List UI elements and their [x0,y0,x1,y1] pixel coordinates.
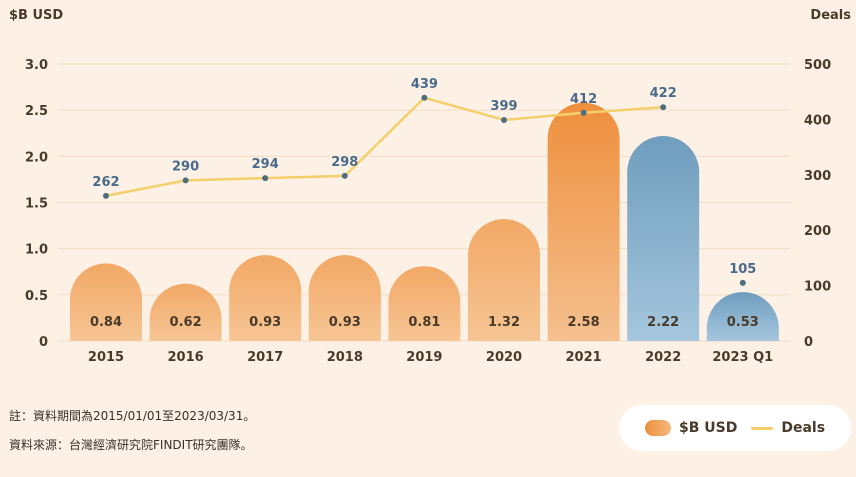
bar-2015 [70,263,142,341]
deals-point [262,175,269,182]
bar-2020 [468,219,540,341]
bar-2021 [547,102,620,341]
x-tick-label: 2023 Q1 [712,350,773,365]
chart-legend: $B USD Deals [619,405,851,451]
y-left-tick-label: 2.5 [25,104,48,119]
bar-2017 [229,255,302,341]
bar-2016 [149,283,222,341]
deals-point [739,279,746,286]
x-tick-label: 2020 [486,350,522,365]
deals-line [105,96,664,198]
bar-2019 [388,266,461,341]
y-right-tick-label: 0 [804,335,813,350]
deals-value-label: 294 [252,157,279,172]
bar-value-label: 0.62 [170,315,202,330]
deals-value-label: 439 [411,77,438,92]
deals-value-label: 105 [729,262,756,277]
y-left-tick-label: 3.0 [25,58,48,73]
y-right-tick-label: 300 [804,169,831,184]
deals-point [580,109,587,116]
bar-2022 [627,136,700,341]
y-right-tick-label: 100 [804,280,831,295]
x-tick-label: 2015 [88,350,124,365]
bar-value-label: 0.84 [90,315,122,330]
y-left-tick-label: 1.5 [25,197,48,212]
data-source-note: 資料來源：台灣經濟研究院FINDIT研究團隊。 [9,438,253,452]
y-left-tick-label: 0.5 [25,289,48,304]
legend-item-line: Deals [751,420,825,436]
left-axis-title: $B USD [9,8,63,23]
deals-value-label: 412 [570,92,597,107]
deals-value-label: 290 [172,159,199,174]
bar-value-label: 2.58 [568,315,600,330]
bar-2023-q1 [706,292,779,341]
deals-point [103,192,109,199]
legend-bar-swatch [644,420,671,436]
x-tick-label: 2017 [247,350,283,365]
deals-value-label: 399 [490,99,517,114]
deals-value-label: 422 [650,86,677,101]
deals-point [660,104,667,111]
deals-point [421,94,428,101]
y-left-tick-label: 2.0 [25,150,48,165]
data-period-note: 註：資料期間為2015/01/01至2023/03/31。 [9,409,256,423]
deals-point [501,116,507,123]
x-tick-label: 2022 [645,350,681,365]
deals-point [341,172,348,179]
y-left-tick-label: 1.0 [25,243,48,258]
deals-value-label: 262 [92,175,119,190]
chart: $B USD Deals 0.84 0.62 0.93 0.93 0.81 1.32 2.5… [9,8,851,365]
y-right-tick-label: 500 [804,58,831,73]
bar-value-label: 0.81 [408,315,440,330]
bar-value-label: 0.53 [727,315,759,330]
bar-value-label: 2.22 [647,315,679,330]
x-tick-label: 2021 [566,350,602,365]
bar-2018 [308,255,381,341]
bar-value-label: 1.32 [488,315,520,330]
y-right-tick-label: 400 [804,113,831,128]
x-tick-label: 2016 [168,350,204,365]
legend-line-label: Deals [781,420,826,436]
x-tick-label: 2018 [327,350,363,365]
right-axis-title: Deals [810,8,851,23]
y-right-tick-label: 200 [804,224,831,239]
legend-item-bars: $B USD [644,420,738,436]
y-left-tick-label: 0 [39,335,48,350]
bar-value-label: 0.93 [329,315,361,330]
x-tick-label: 2019 [406,350,442,365]
deals-point [182,177,189,184]
legend-line-swatch [751,426,774,430]
deals-value-label: 298 [331,155,358,170]
legend-bar-label: $B USD [678,420,738,436]
bar-value-label: 0.93 [249,315,281,330]
